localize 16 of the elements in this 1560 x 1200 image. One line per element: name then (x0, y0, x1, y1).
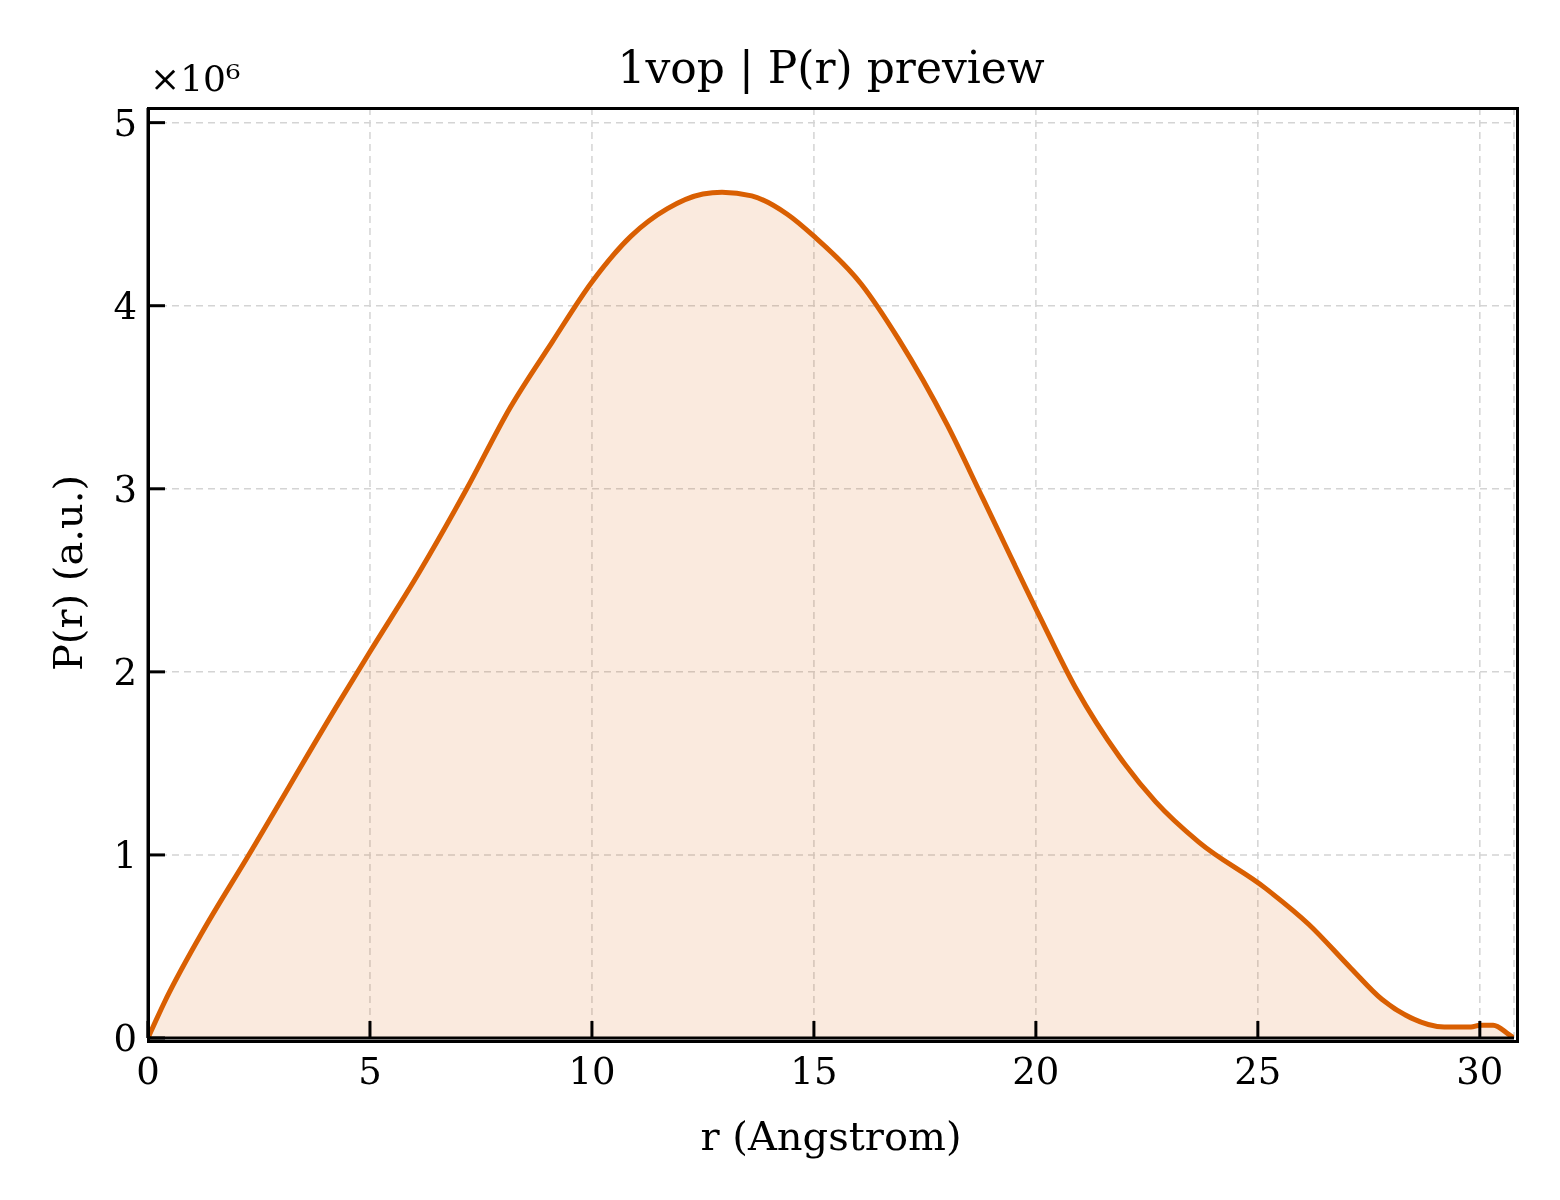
x-tick-label: 20 (1012, 1050, 1060, 1094)
chart-title: 1vop | P(r) preview (617, 42, 1045, 93)
y-tick-label: 4 (113, 284, 137, 328)
y-tick-label: 3 (113, 467, 137, 511)
x-axis-title: r (Angstrom) (700, 1113, 962, 1159)
y-tick-label: 5 (113, 101, 137, 145)
x-tick-label: 5 (358, 1050, 382, 1094)
text: ×10⁶ (150, 58, 241, 100)
y-tick-label: 1 (113, 834, 137, 878)
y-tick-label: 2 (113, 650, 137, 694)
x-tick-label: 15 (790, 1050, 838, 1094)
y-axis-title: P(r) (a.u.) (45, 474, 92, 672)
x-tick-label: 25 (1234, 1050, 1282, 1094)
y-tick-label: 0 (113, 1017, 137, 1061)
x-tick-label: 30 (1456, 1050, 1504, 1094)
x-tick-label: 10 (568, 1050, 616, 1094)
